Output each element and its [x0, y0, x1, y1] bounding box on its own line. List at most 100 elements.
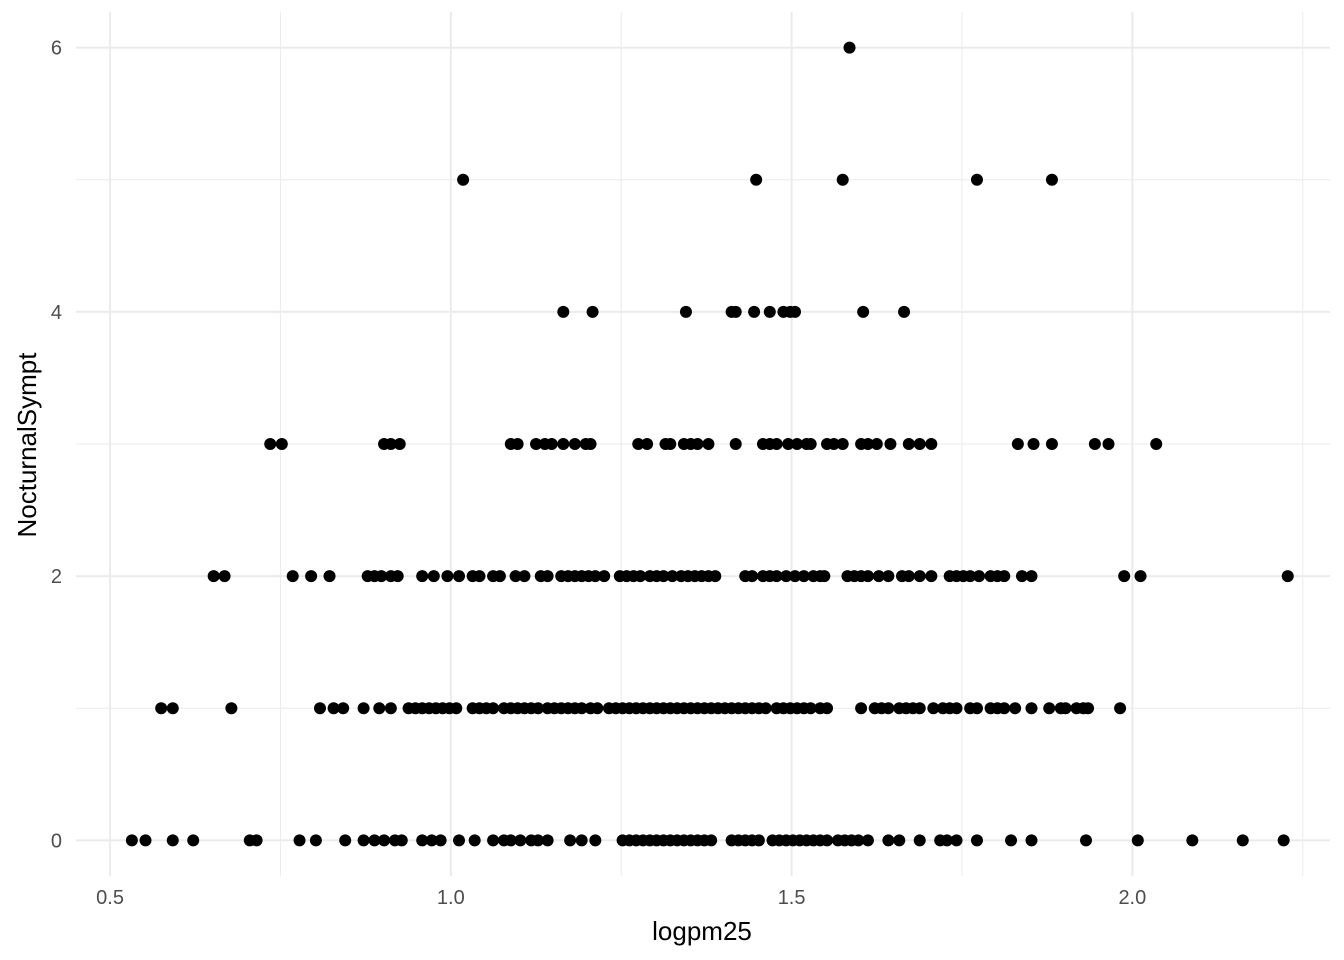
data-point: [568, 438, 581, 450]
data-point: [750, 173, 763, 186]
data-point: [416, 570, 429, 583]
data-point: [857, 305, 870, 318]
data-point: [998, 570, 1011, 583]
data-point: [541, 570, 554, 583]
x-tick-label: 0.5: [96, 887, 124, 909]
data-point: [305, 570, 318, 583]
data-point: [789, 570, 802, 583]
y-axis-ticks: 0 2 4 6: [51, 38, 62, 853]
data-point: [375, 570, 388, 583]
data-point: [925, 570, 938, 583]
data-point: [770, 438, 783, 450]
data-point: [836, 173, 849, 186]
data-point: [1134, 570, 1147, 583]
data-point: [393, 438, 406, 450]
data-point: [518, 570, 531, 583]
data-point: [532, 702, 545, 715]
data-point: [416, 834, 429, 847]
data-point: [125, 834, 138, 847]
data-point: [457, 173, 470, 186]
data-point: [487, 834, 500, 847]
data-point: [368, 834, 381, 847]
data-point: [870, 438, 883, 450]
data-point: [634, 570, 647, 583]
data-point: [970, 834, 983, 847]
data-point: [964, 570, 977, 583]
y-axis-title: NocturnalSympt: [12, 352, 42, 538]
data-point: [884, 438, 897, 450]
data-point: [589, 570, 602, 583]
data-point: [530, 438, 543, 450]
data-point: [763, 305, 776, 318]
x-axis-ticks: 0.5 1.0 1.5 2.0: [96, 887, 1146, 909]
data-point: [575, 834, 588, 847]
data-point: [589, 834, 602, 847]
data-point: [373, 702, 386, 715]
data-point: [155, 702, 168, 715]
data-point: [940, 834, 953, 847]
data-point: [1011, 438, 1024, 450]
data-point: [709, 570, 722, 583]
x-tick-label: 1.5: [778, 887, 806, 909]
data-point: [1015, 570, 1028, 583]
data-point: [1025, 570, 1038, 583]
data-point: [584, 438, 597, 450]
data-point: [557, 438, 570, 450]
data-point: [1045, 438, 1058, 450]
data-point: [752, 834, 765, 847]
data-point: [541, 834, 554, 847]
data-point: [913, 570, 926, 583]
data-points: [125, 41, 1294, 847]
data-point: [927, 702, 940, 715]
data-point: [1059, 702, 1072, 715]
data-point: [493, 570, 506, 583]
data-point: [139, 834, 152, 847]
data-point: [1082, 702, 1095, 715]
data-point: [925, 438, 938, 450]
data-point: [473, 570, 486, 583]
data-point: [632, 438, 645, 450]
data-point: [586, 305, 599, 318]
data-point: [1088, 438, 1101, 450]
data-point: [818, 570, 831, 583]
data-point: [1150, 438, 1163, 450]
data-point: [453, 570, 466, 583]
data-point: [861, 834, 874, 847]
y-tick-label: 2: [51, 566, 62, 588]
data-point: [511, 438, 524, 450]
data-point: [1080, 834, 1093, 847]
data-point: [657, 570, 670, 583]
data-point: [357, 834, 370, 847]
data-point: [514, 834, 527, 847]
data-point: [453, 834, 466, 847]
data-point: [843, 41, 856, 54]
data-point: [746, 570, 759, 583]
data-point: [702, 438, 715, 450]
data-point: [384, 702, 397, 715]
x-tick-label: 2.0: [1118, 887, 1146, 909]
data-point: [339, 834, 352, 847]
data-point: [1045, 173, 1058, 186]
data-point: [1027, 438, 1040, 450]
data-point: [913, 702, 926, 715]
data-point: [821, 702, 834, 715]
data-point: [504, 834, 517, 847]
data-point: [882, 702, 895, 715]
data-point: [729, 438, 742, 450]
data-point: [293, 834, 306, 847]
data-point: [1236, 834, 1249, 847]
data-point: [836, 438, 849, 450]
data-point: [487, 702, 500, 715]
data-point: [218, 570, 231, 583]
y-tick-label: 6: [51, 38, 62, 60]
data-point: [384, 438, 397, 450]
data-point: [378, 834, 391, 847]
data-point: [545, 438, 558, 450]
data-point: [641, 438, 654, 450]
data-point: [791, 438, 804, 450]
data-point: [313, 702, 326, 715]
data-point: [598, 570, 611, 583]
data-point: [691, 438, 704, 450]
